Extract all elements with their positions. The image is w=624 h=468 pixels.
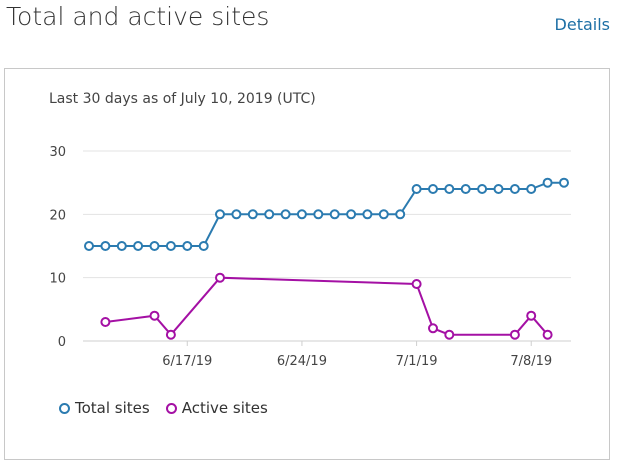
data-point-active-sites[interactable] bbox=[149, 310, 160, 321]
data-point-active-sites[interactable] bbox=[526, 310, 537, 321]
chart-card: Last 30 days as of July 10, 2019 (UTC) 0… bbox=[4, 68, 610, 460]
y-tick-label: 30 bbox=[49, 145, 66, 160]
data-point-active-sites[interactable] bbox=[542, 329, 553, 340]
y-tick-label: 10 bbox=[49, 272, 66, 287]
data-point-total-sites[interactable] bbox=[362, 209, 373, 220]
legend-marker-total-sites bbox=[59, 402, 70, 414]
series-line-active-sites bbox=[105, 276, 549, 337]
data-point-total-sites[interactable] bbox=[559, 177, 569, 188]
x-tick-label: 7/8/19 bbox=[510, 354, 552, 369]
page-title: Total and active sites bbox=[6, 2, 270, 31]
data-point-total-sites[interactable] bbox=[428, 184, 438, 194]
legend-item-active-sites[interactable]: Active sites bbox=[165, 399, 268, 417]
data-point-total-sites[interactable] bbox=[84, 241, 94, 251]
data-point-total-sites[interactable] bbox=[460, 184, 471, 194]
data-point-total-sites[interactable] bbox=[329, 209, 340, 220]
data-point-total-sites[interactable] bbox=[149, 241, 160, 251]
legend-item-total-sites[interactable]: Total sites bbox=[59, 399, 150, 417]
y-tick-label: 0 bbox=[58, 335, 66, 350]
x-tick-label: 6/24/19 bbox=[277, 354, 327, 369]
legend-marker-active-sites bbox=[165, 402, 177, 414]
data-point-total-sites[interactable] bbox=[182, 241, 193, 251]
data-point-active-sites[interactable] bbox=[411, 279, 422, 289]
data-point-total-sites[interactable] bbox=[411, 184, 422, 194]
data-point-total-sites[interactable] bbox=[509, 184, 520, 194]
data-point-total-sites[interactable] bbox=[133, 241, 144, 251]
data-point-active-sites[interactable] bbox=[428, 323, 438, 334]
data-point-total-sites[interactable] bbox=[116, 241, 127, 251]
data-point-total-sites[interactable] bbox=[198, 241, 209, 251]
data-point-active-sites[interactable] bbox=[444, 329, 455, 340]
data-point-active-sites[interactable] bbox=[509, 329, 520, 340]
data-point-total-sites[interactable] bbox=[346, 209, 357, 220]
chart-subtitle: Last 30 days as of July 10, 2019 (UTC) bbox=[49, 91, 316, 107]
data-point-total-sites[interactable] bbox=[247, 209, 258, 220]
chart-legend: Total sites Active sites bbox=[59, 399, 268, 417]
data-point-total-sites[interactable] bbox=[100, 241, 111, 251]
x-tick-label: 6/17/19 bbox=[162, 354, 212, 369]
y-tick-label: 20 bbox=[49, 208, 66, 223]
data-point-total-sites[interactable] bbox=[477, 184, 488, 194]
details-link[interactable]: Details bbox=[554, 15, 610, 34]
data-point-total-sites[interactable] bbox=[395, 209, 406, 220]
x-tick-label: 7/1/19 bbox=[396, 354, 438, 369]
data-point-active-sites[interactable] bbox=[100, 317, 111, 327]
line-chart: 0 10 20 30 6/17/19 6/24/19 7/1/19 7/8/19 bbox=[49, 145, 571, 369]
data-point-total-sites[interactable] bbox=[264, 209, 275, 220]
data-point-total-sites[interactable] bbox=[542, 177, 553, 188]
legend-label-total-sites: Total sites bbox=[75, 399, 150, 417]
data-point-total-sites[interactable] bbox=[313, 209, 324, 220]
data-point-total-sites[interactable] bbox=[378, 209, 389, 220]
data-point-active-sites[interactable] bbox=[215, 272, 225, 283]
data-point-total-sites[interactable] bbox=[231, 209, 242, 220]
data-point-active-sites[interactable] bbox=[165, 329, 176, 340]
data-point-total-sites[interactable] bbox=[215, 209, 225, 220]
data-point-total-sites[interactable] bbox=[444, 184, 455, 194]
data-point-total-sites[interactable] bbox=[296, 209, 307, 220]
legend-label-active-sites: Active sites bbox=[181, 399, 268, 417]
data-point-total-sites[interactable] bbox=[165, 241, 176, 251]
data-point-total-sites[interactable] bbox=[493, 184, 504, 194]
data-point-total-sites[interactable] bbox=[526, 184, 537, 194]
data-point-total-sites[interactable] bbox=[280, 209, 291, 220]
